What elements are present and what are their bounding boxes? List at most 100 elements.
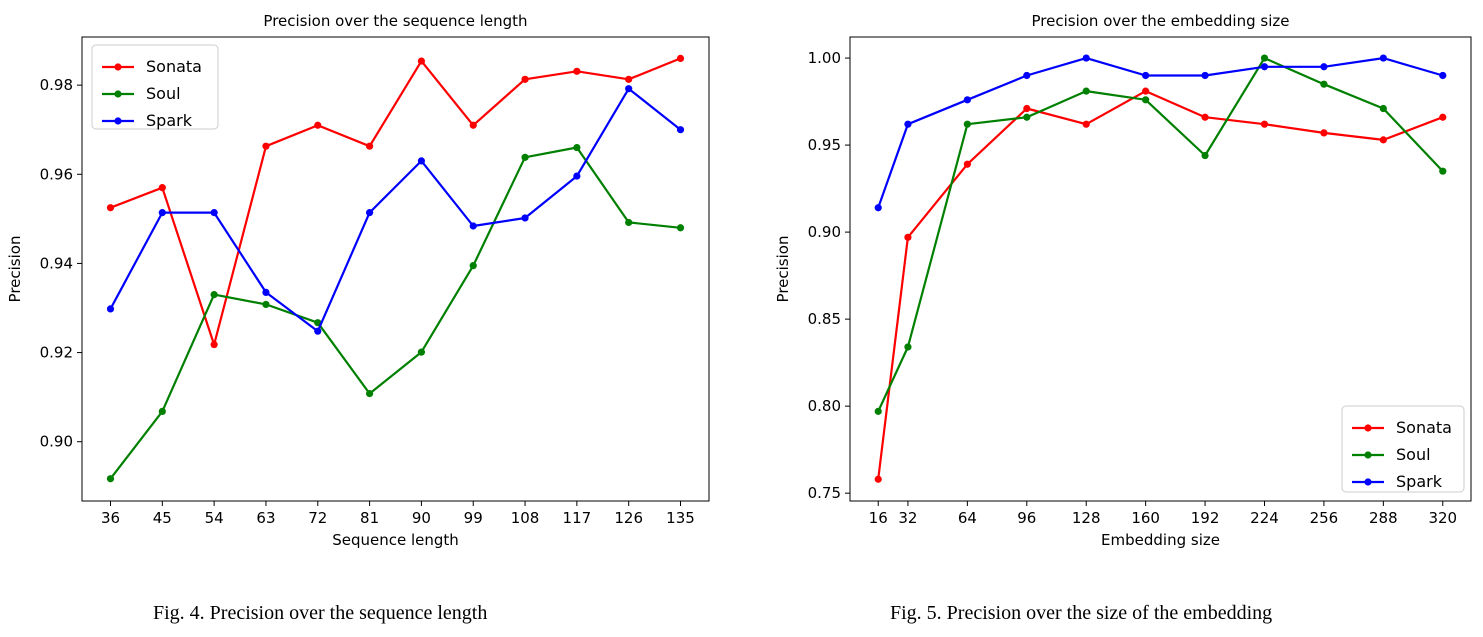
legend-marker xyxy=(114,90,122,98)
y-tick-label: 0.85 xyxy=(808,310,841,328)
chart-embedding-size: Precision over the embedding size 16 32 64 9… xyxy=(774,12,1472,549)
data-point xyxy=(1082,87,1090,95)
x-tick-label: 99 xyxy=(464,509,483,527)
data-point xyxy=(210,291,218,299)
legend-label: Spark xyxy=(1396,472,1443,491)
data-point xyxy=(1379,136,1387,144)
x-tick-label: 117 xyxy=(563,509,592,527)
data-point xyxy=(1439,71,1447,80)
series-spark xyxy=(874,54,1447,212)
legend-label: Soul xyxy=(146,84,181,103)
x-tick-label: 32 xyxy=(898,509,917,527)
data-point xyxy=(874,407,882,415)
data-point xyxy=(521,75,529,83)
x-tick-label: 16 xyxy=(869,509,888,527)
data-point xyxy=(1320,63,1328,71)
legend-label: Sonata xyxy=(146,57,202,76)
series-line xyxy=(109,146,681,480)
data-point xyxy=(210,340,218,349)
y-tick-label: 0.75 xyxy=(808,484,841,502)
data-point xyxy=(573,67,581,75)
data-point xyxy=(1260,120,1269,128)
x-tick-label: 36 xyxy=(101,509,120,527)
x-tick-label: 63 xyxy=(256,509,275,527)
series-line xyxy=(109,87,682,333)
data-point xyxy=(158,184,166,192)
data-point xyxy=(1142,87,1150,95)
data-point xyxy=(1260,54,1269,62)
x-tick-label: 64 xyxy=(958,509,977,527)
chart-sequence-length: Precision over the sequence length 36 45 54… xyxy=(6,12,710,549)
y-tick-label: 0.96 xyxy=(40,165,73,183)
x-tick-label: 72 xyxy=(308,509,327,527)
data-point xyxy=(314,121,322,129)
y-axis-label: Precision xyxy=(774,236,792,303)
chart-title: Precision over the sequence length xyxy=(263,12,527,30)
data-point xyxy=(1439,113,1447,121)
data-point xyxy=(904,120,912,128)
data-point xyxy=(874,475,882,483)
data-point xyxy=(963,120,971,128)
data-point xyxy=(1023,113,1031,121)
data-point xyxy=(417,157,426,165)
series-line xyxy=(877,56,1444,209)
plot-frame xyxy=(849,36,1472,502)
x-tick-label: 288 xyxy=(1369,509,1398,527)
data-point xyxy=(365,142,374,150)
legend-marker xyxy=(1364,478,1372,486)
series-spark xyxy=(106,85,685,335)
data-point xyxy=(963,96,971,104)
data-point xyxy=(1082,54,1090,62)
figure-embedding-size: Precision over the embedding size 16 32 64 9… xyxy=(742,0,1483,637)
data-point xyxy=(1379,54,1387,62)
series-sonata xyxy=(874,87,1447,483)
data-point xyxy=(676,54,685,62)
data-point xyxy=(1201,113,1209,121)
y-tick-label: 0.90 xyxy=(808,223,841,241)
y-tick-label: 0.98 xyxy=(40,76,73,94)
x-tick-label: 108 xyxy=(511,509,540,527)
x-tick-label: 90 xyxy=(412,509,431,527)
data-point xyxy=(676,126,685,134)
series-line xyxy=(110,57,681,346)
x-tick-label: 192 xyxy=(1191,509,1220,527)
data-point xyxy=(417,57,426,65)
data-point xyxy=(573,143,581,152)
data-point xyxy=(469,121,477,129)
data-point xyxy=(1260,63,1269,71)
figure-sequence-length: Precision over the sequence length 36 45 54… xyxy=(6,12,710,624)
data-point xyxy=(106,305,115,313)
data-point xyxy=(365,389,374,398)
data-point xyxy=(262,288,270,297)
x-tick-label: 256 xyxy=(1310,509,1339,527)
data-point xyxy=(625,218,633,227)
series-sonata xyxy=(106,54,685,349)
data-point xyxy=(1320,129,1328,137)
x-tick-label: 160 xyxy=(1131,509,1160,527)
data-point xyxy=(625,75,633,83)
y-tick-label: 0.92 xyxy=(40,344,73,362)
data-point xyxy=(158,209,166,217)
data-point xyxy=(1023,71,1031,80)
x-tick-label: 128 xyxy=(1072,509,1101,527)
legend-marker xyxy=(1364,451,1372,459)
data-point xyxy=(904,233,912,241)
data-point xyxy=(469,222,477,230)
x-tick-label: 135 xyxy=(666,509,695,527)
y-tick-label: 0.94 xyxy=(40,254,73,272)
data-point xyxy=(874,204,882,212)
x-tick-label: 320 xyxy=(1428,509,1457,527)
y-tick-label: 1.00 xyxy=(808,49,841,67)
data-point xyxy=(521,214,529,222)
y-tick-label: 0.90 xyxy=(40,433,73,451)
x-tick-label: 54 xyxy=(205,509,224,527)
data-point xyxy=(106,204,115,212)
x-tick-label: 81 xyxy=(360,509,379,527)
x-axis-label: Embedding size xyxy=(1101,531,1220,549)
series-soul xyxy=(106,143,685,483)
y-tick-label: 0.80 xyxy=(808,397,841,415)
data-point xyxy=(1023,104,1031,113)
series-line xyxy=(877,56,1444,412)
legend-label: Spark xyxy=(146,111,193,130)
data-point xyxy=(469,262,477,270)
